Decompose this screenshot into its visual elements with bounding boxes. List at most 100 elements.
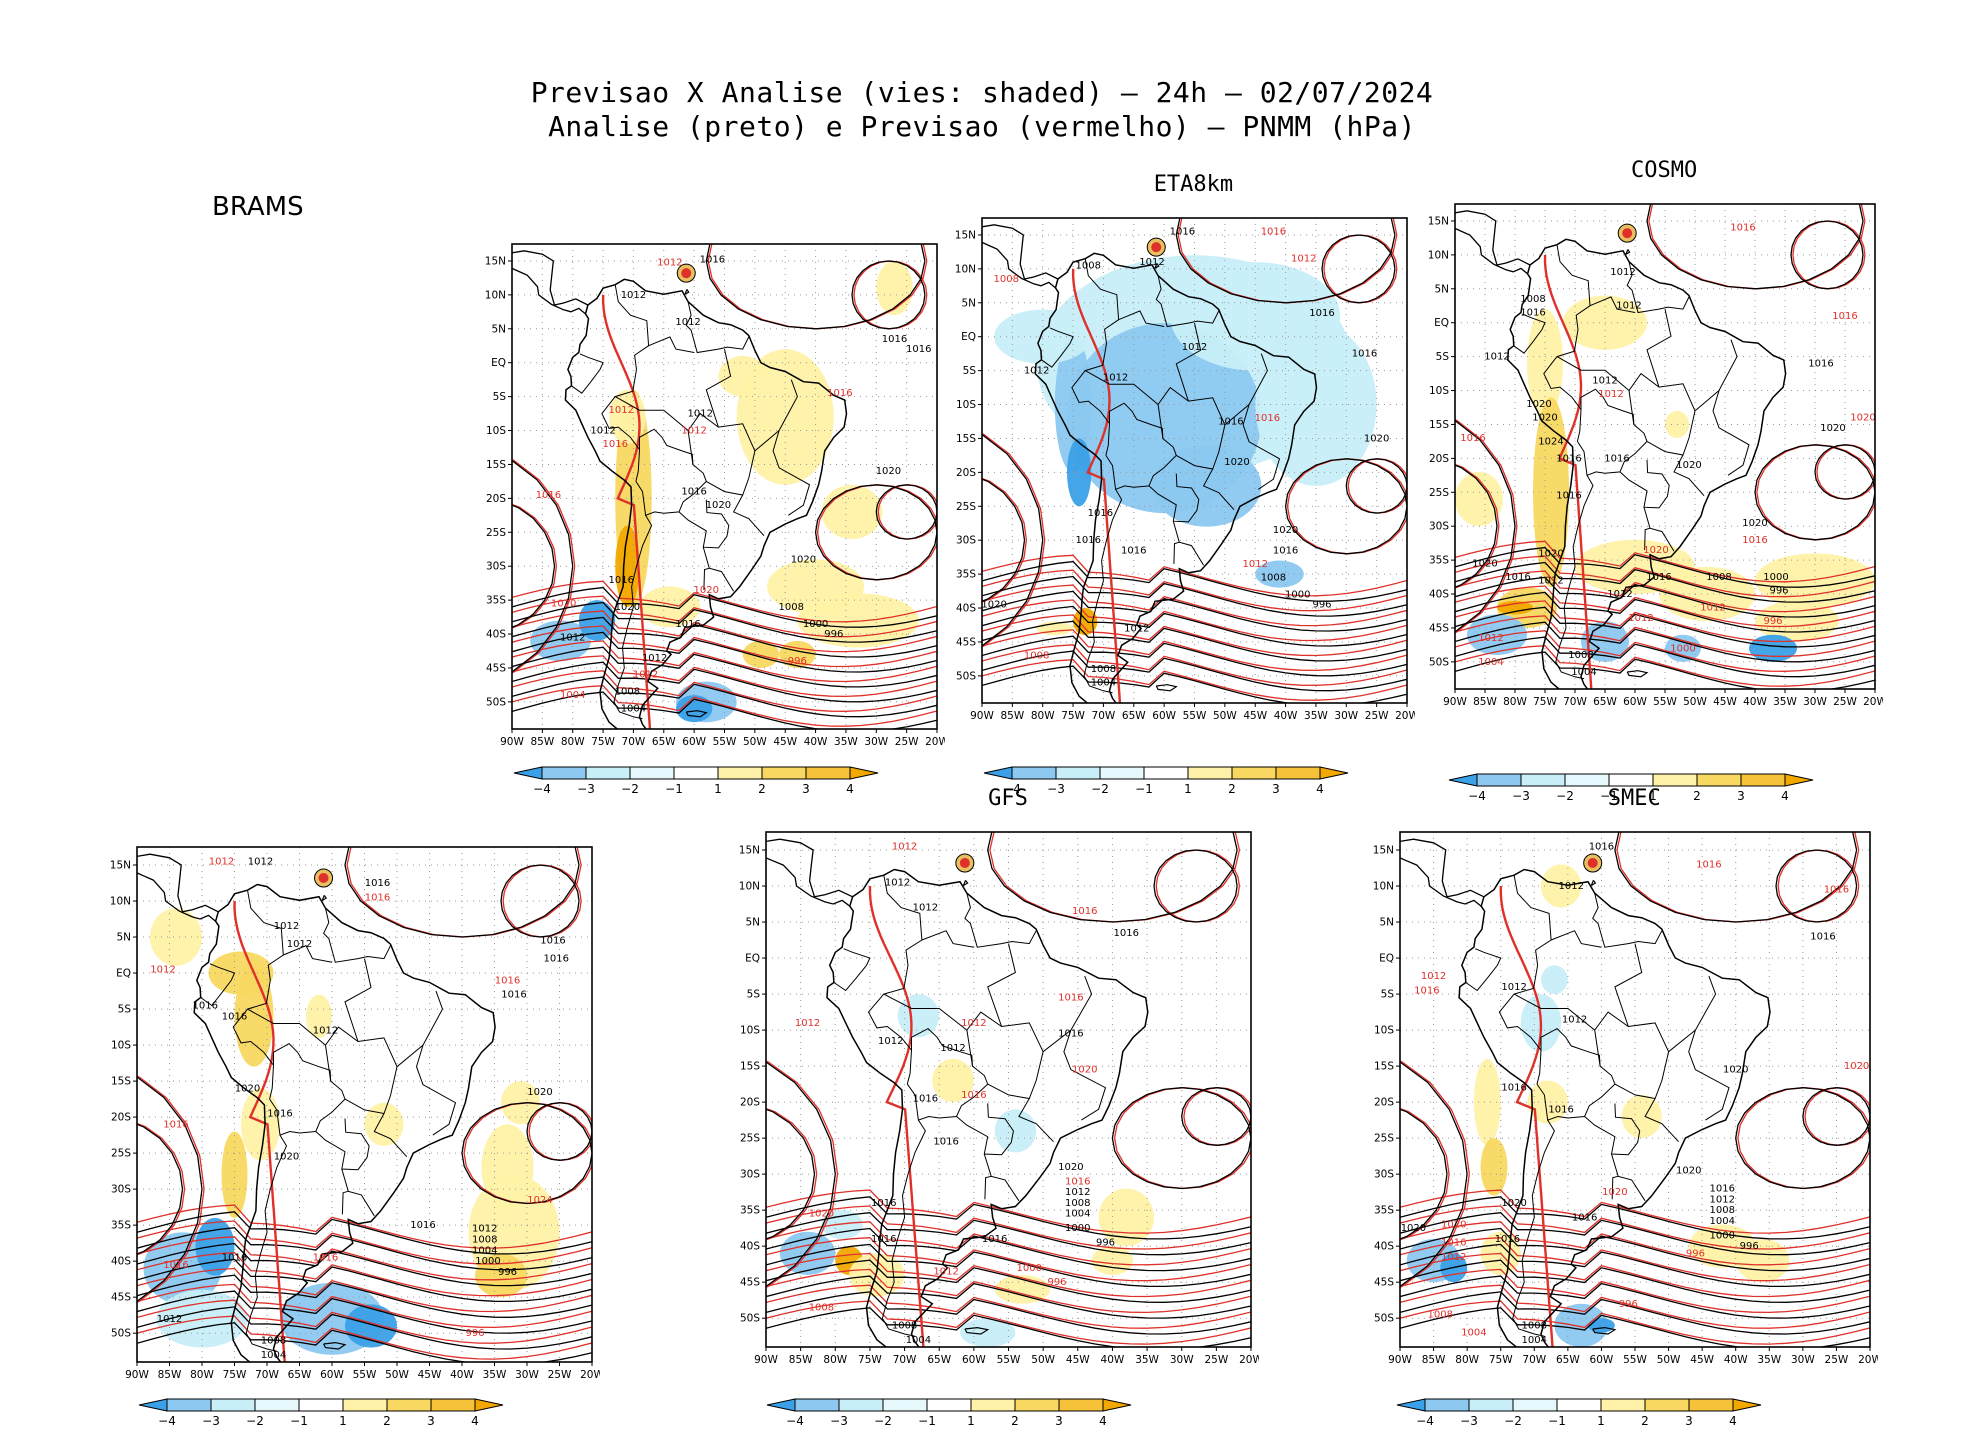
colorbar-tick-label: 4 xyxy=(846,782,854,796)
isobar-label: 1016 xyxy=(1710,1184,1735,1195)
isobar-label: 1016 xyxy=(882,334,907,345)
south-america-coastline xyxy=(1034,252,1318,703)
lat-tick-label: 35S xyxy=(956,569,976,581)
isobar-label: 1004 xyxy=(261,1350,286,1361)
isobar-label: 1020 xyxy=(1820,423,1845,434)
bias-shade-patch xyxy=(897,994,940,1038)
lat-tick-label: 45S xyxy=(486,662,506,674)
lon-tick-label: 20W xyxy=(1395,710,1415,722)
bias-shade-patch xyxy=(1473,1058,1501,1146)
lat-tick-label: 35S xyxy=(1374,1205,1394,1217)
isobar-label: 1016 xyxy=(1261,227,1286,238)
lat-tick-label: 50S xyxy=(1374,1313,1394,1325)
colorbar-tick-label: −1 xyxy=(290,1414,308,1428)
isobar-label: 1016 xyxy=(365,878,390,889)
model-label: COSMO xyxy=(1631,158,1698,183)
isobar-label: 1012 xyxy=(913,903,938,914)
isobar-label: 1016 xyxy=(1556,491,1581,502)
isobar-label: 1012 xyxy=(590,426,615,437)
lat-tick-label: 15N xyxy=(1428,215,1449,227)
map-svg: 1016 1016 1012 1008 1008 1012 1016 1012 1016 1012… xyxy=(955,217,1415,722)
lat-tick-label: 10N xyxy=(739,881,760,893)
isobar-label: 1016 xyxy=(501,990,526,1001)
colorbar-tick-label: −3 xyxy=(577,782,595,796)
isobar-label: 1004 xyxy=(1571,667,1596,678)
lat-tick-label: 20S xyxy=(956,467,976,479)
colorbar-tick-label: −3 xyxy=(202,1414,220,1428)
lat-tick-label: 15N xyxy=(485,255,506,267)
lon-tick-label: 50W xyxy=(743,736,767,748)
lon-tick-label: 85W xyxy=(1000,710,1024,722)
lon-tick-label: 55W xyxy=(353,1369,377,1381)
isobar-label: 996 xyxy=(1686,1248,1705,1259)
isobar-label: 1008 xyxy=(809,1302,834,1313)
colorbar-tick-label: −1 xyxy=(1600,789,1618,803)
lat-tick-label: 5N xyxy=(116,932,131,944)
isobar-label: 1016 xyxy=(602,439,627,450)
isobar-label: 1020 xyxy=(1224,457,1249,468)
lon-tick-label: 20W xyxy=(925,736,945,748)
isobar-label: 1008 xyxy=(1710,1205,1735,1216)
bias-shade-patch xyxy=(306,994,332,1038)
isobar-label: 1020 xyxy=(1472,559,1497,570)
isobar-label: 1004 xyxy=(1710,1216,1735,1227)
bias-shade-patch xyxy=(241,1088,280,1161)
bias-shade-patch xyxy=(501,1081,540,1125)
bias-shade-patch xyxy=(1527,309,1563,418)
bias-shade-patch xyxy=(718,355,767,397)
lat-tick-label: 25S xyxy=(111,1148,131,1160)
lat-tick-label: 10S xyxy=(111,1040,131,1052)
lat-tick-label: 5S xyxy=(1381,989,1395,1001)
isobar-label: 1012 xyxy=(885,877,910,888)
isobar-label: 1020 xyxy=(1538,548,1563,559)
colorbar-eta8km: −4 −3 −2 −1 1 2 3 4 xyxy=(982,763,1350,803)
isobar-label: 1008 xyxy=(994,274,1019,285)
lat-tick-label: 5S xyxy=(1436,351,1450,363)
lon-tick-label: 85W xyxy=(158,1369,182,1381)
colorbar-svg: −4 −3 −2 −1 1 2 3 4 xyxy=(766,1398,1132,1428)
isobar-label: 1012 xyxy=(961,1018,986,1029)
lon-tick-label: 40W xyxy=(1274,710,1298,722)
isobar-label: 1012 xyxy=(1616,301,1641,312)
isobar-label: 1016 xyxy=(222,1253,247,1264)
isobar-label: 1016 xyxy=(1072,906,1097,917)
lon-tick-label: 55W xyxy=(997,1354,1021,1366)
map-panel-bottom-left: 1012 1012 1016 1016 1012 1012 1016 1016 1012 1016… xyxy=(95,835,600,1386)
map-panel-gfs: 1012 1012 1012 1016 1016 1016 1012 1012 1016 1012… xyxy=(724,786,1259,1371)
isobar-label: 1020 xyxy=(615,602,640,613)
isobar-label: 1020 xyxy=(1401,1223,1426,1234)
colorbar-tick-label: −4 xyxy=(158,1414,176,1428)
isobar-label: 1016 xyxy=(1646,572,1671,583)
colorbar-tick-label: 3 xyxy=(427,1414,435,1428)
isobar-label: 1008 xyxy=(1065,1198,1090,1209)
colorbar-tick-label: −1 xyxy=(1135,782,1153,796)
lon-tick-label: 25W xyxy=(1833,696,1857,708)
lon-tick-label: 45W xyxy=(418,1369,442,1381)
bias-shade-patch xyxy=(1152,445,1262,527)
isobar-label: 1012 xyxy=(795,1018,820,1029)
south-america-coastline xyxy=(1507,238,1787,689)
isobar-label: 996 xyxy=(465,1328,484,1339)
lon-tick-label: 55W xyxy=(1623,1354,1647,1366)
bias-shade-patch xyxy=(742,640,780,668)
lat-tick-label: 50S xyxy=(740,1313,760,1325)
bias-shade-patch xyxy=(1497,600,1533,615)
lon-tick-label: 80W xyxy=(1503,696,1527,708)
isobar-label: 1000 xyxy=(1763,572,1788,583)
lon-tick-label: 20W xyxy=(1239,1354,1259,1366)
lat-tick-label: 30S xyxy=(1429,521,1449,533)
isobar-label: 1016 xyxy=(1076,535,1101,546)
page-label-brams: BRAMS xyxy=(212,192,304,222)
lon-tick-label: 80W xyxy=(823,1354,847,1366)
lon-tick-label: 30W xyxy=(1791,1354,1815,1366)
isobar-label: 1012 xyxy=(1103,372,1128,383)
lon-tick-label: 35W xyxy=(834,736,858,748)
isobar-label: 1012 xyxy=(1024,366,1049,377)
isobar-label: 1012 xyxy=(687,409,712,420)
bias-shade-patch xyxy=(481,1124,534,1211)
isobar-label: 1016 xyxy=(681,487,706,498)
lat-tick-label: 30S xyxy=(486,561,506,573)
isobar-label: 1016 xyxy=(1114,928,1139,939)
lon-tick-label: 20W xyxy=(580,1369,600,1381)
lon-tick-label: 85W xyxy=(530,736,554,748)
